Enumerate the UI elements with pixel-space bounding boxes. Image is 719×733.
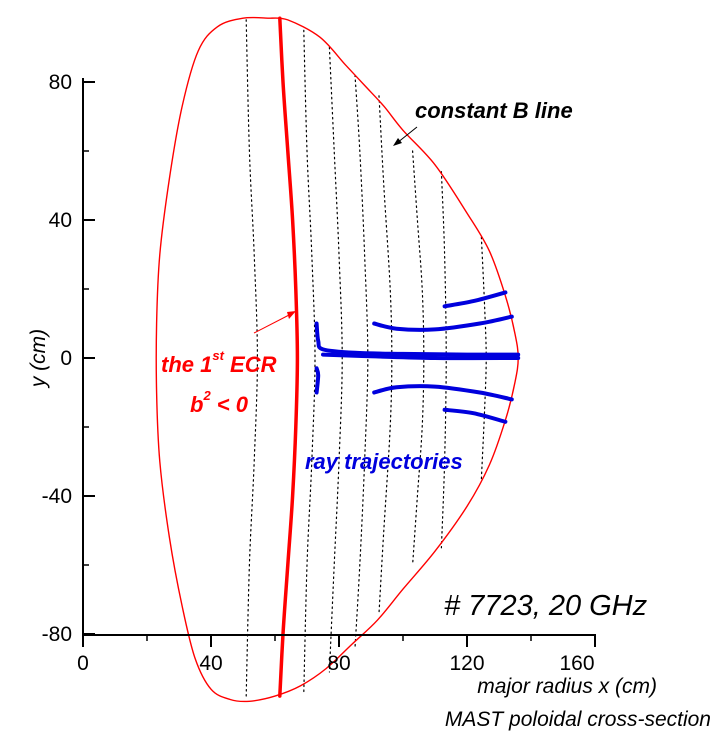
y-tick-label: -80 [42,623,72,646]
ray-trajectory [372,384,514,402]
ecr-arrowhead [287,311,296,319]
plot-lines [155,16,521,703]
constant-b-label: constant B line [415,98,573,123]
ecr-label-main: the 1 [161,352,212,377]
y-tick-label: 40 [49,209,72,232]
ecr-label: the 1st ECR [161,348,277,377]
plasma-boundary [155,16,519,703]
constant-b-line [245,19,258,697]
x-tick-label: 80 [327,652,350,675]
ray-trajectory [321,352,521,361]
constant-b-arrowhead [393,138,402,146]
y-tick-label: -40 [42,485,72,508]
x-tick-label: 40 [199,652,222,675]
x-tick-label: 120 [449,652,484,675]
constant-b-arrow [396,126,418,144]
ecr-arrow [253,313,292,334]
ray-trajectory [372,314,514,332]
y-tick-label: 0 [60,347,72,370]
ray-trajectory [442,290,508,309]
constant-b-line [378,95,393,614]
ecr-resonance-line [278,16,300,698]
ecr-label-sup: st [212,348,224,363]
constant-b-line [412,150,425,566]
y-axis-title: y (cm) [27,329,50,389]
ecr-label-tail: ECR [224,352,277,377]
b2-label: b2 < 0 [190,388,249,417]
x-tick-label: 160 [559,652,594,675]
b2-label-tail: < 0 [211,392,249,417]
y-tick-label: 80 [49,71,72,94]
b2-label-base: b [190,392,203,417]
b2-label-sup: 2 [202,388,211,403]
ray-trajectory [442,407,508,424]
shot-label: # 7723, 20 GHz [444,590,648,622]
constant-b-line [303,29,316,694]
ray-trajectories-label: ray trajectories [305,449,463,474]
ray-trajectory [314,321,521,357]
constant-b-line [328,46,343,673]
x-axis-title: major radius x (cm) [477,675,657,698]
x-tick-label: 0 [77,652,89,675]
ray-trajectory [314,366,321,395]
chart-subtitle: MAST poloidal cross-section [445,708,711,731]
constant-b-line [354,74,369,649]
